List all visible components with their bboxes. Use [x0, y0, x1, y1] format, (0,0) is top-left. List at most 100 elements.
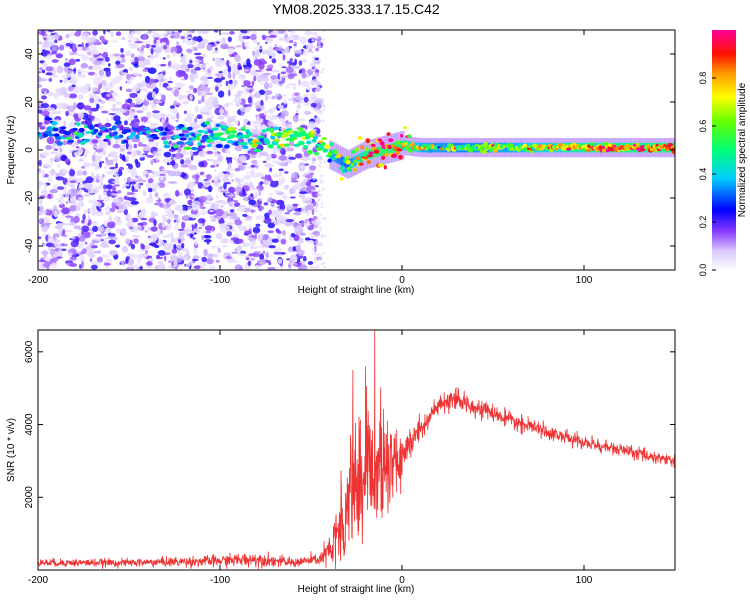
spectrogram-cell: [307, 156, 311, 160]
spectrogram-cell: [79, 255, 86, 259]
spectrogram-cell: [38, 236, 42, 240]
spectrogram-cell: [198, 218, 206, 224]
spectrogram-cell: [139, 157, 145, 161]
spectrogram-ridge-cell: [394, 151, 400, 156]
spectrogram-band: [331, 151, 334, 161]
spectrogram-cell: [285, 203, 294, 211]
spectrogram-cell: [40, 103, 50, 109]
spectrogram-cell: [80, 63, 89, 69]
spectrogram-ridge-cell: [181, 130, 190, 134]
spectrogram-cell: [247, 260, 252, 266]
spectrogram-cell: [280, 94, 288, 97]
spectrogram-cell: [254, 49, 261, 57]
spectrogram-cell: [124, 177, 127, 184]
spectrogram-cell: [204, 72, 214, 77]
spectrogram-cell: [145, 265, 150, 268]
spectrogram-cell: [316, 242, 324, 247]
spectrogram-cell: [177, 145, 182, 153]
spectrogram-ridge-cell: [162, 140, 169, 145]
spectrogram-ridge-cell: [53, 133, 60, 137]
spectrogram-ridge-cell: [306, 140, 312, 145]
spectrogram-cell: [63, 120, 66, 127]
snr-x-tick-label: 100: [576, 575, 593, 586]
spectrogram-cell: [127, 197, 137, 202]
spectrogram-cell: [104, 210, 111, 216]
spectrogram-cell: [288, 83, 297, 86]
spectrogram-ridge-cell: [272, 126, 280, 131]
spectrogram-cell: [229, 212, 238, 220]
spectrogram-cell: [323, 234, 327, 238]
spectrogram-cell: [251, 245, 254, 249]
spectrogram-cell: [109, 151, 118, 158]
spectrogram-cell: [154, 37, 160, 40]
spectrogram-cell: [81, 166, 86, 169]
spectrogram-cell: [119, 166, 124, 171]
spectrogram-cell: [151, 187, 157, 193]
spectrogram-cell: [85, 42, 89, 48]
spectrogram-cell: [121, 37, 126, 41]
spectrogram-cell: [132, 264, 142, 268]
spectrogram-cell: [61, 169, 70, 174]
spectrogram-cell: [196, 35, 203, 43]
spectrogram-cell: [140, 217, 148, 221]
spectrogram-cell: [175, 152, 182, 160]
spectrogram-cell: [256, 235, 264, 241]
spectrogram-cell: [76, 30, 82, 35]
spectrogram-cell: [103, 30, 106, 35]
spectrogram-cell: [217, 154, 224, 162]
spectrogram-cell: [198, 161, 205, 168]
spectrogram-cell: [69, 52, 78, 55]
spectrogram-cell: [299, 194, 306, 200]
spectrogram-cell: [249, 89, 253, 94]
spectrogram-cell: [197, 100, 202, 104]
spectrogram-cell: [50, 168, 55, 176]
spectrogram-cell: [247, 150, 251, 154]
spectrogram-cell: [177, 251, 183, 258]
spectrogram-cell: [311, 235, 314, 238]
spectrogram-ridge-cell: [332, 156, 336, 161]
spectrogram-cell: [216, 164, 219, 167]
spectrogram-cell: [278, 161, 282, 166]
spectrogram-ridge-cell: [507, 143, 514, 148]
spectrogram-cell: [70, 216, 74, 223]
spectrogram-cell: [314, 208, 317, 211]
spectrogram-cell: [123, 201, 131, 205]
spectrogram-cell: [298, 264, 308, 270]
spectrogram-x-tick-label: 0: [399, 275, 405, 286]
spectrogram-cell: [38, 266, 46, 270]
spectrogram-cell: [320, 236, 324, 239]
spectrogram-cell: [213, 149, 218, 157]
spectrogram-cell: [284, 212, 290, 215]
spectrogram-cell: [274, 43, 278, 47]
spectrogram-cell: [302, 58, 307, 63]
spectrogram-cell: [220, 200, 228, 205]
spectrogram-ridge-cell: [111, 125, 117, 130]
spectrogram-cell: [279, 162, 288, 167]
spectrogram-ridge-cell: [124, 129, 131, 133]
spectrogram-ridge-cell: [269, 128, 275, 133]
spectrogram-cell: [159, 78, 165, 82]
spectrogram-cell: [107, 221, 116, 229]
spectrogram-cell: [115, 219, 123, 226]
spectrogram-cell: [65, 110, 69, 117]
spectrogram-cell: [220, 43, 229, 50]
spectrogram-cell: [133, 143, 137, 149]
spectrogram-cell: [145, 196, 154, 204]
spectrogram-cell: [112, 198, 119, 203]
spectrogram-cell: [314, 118, 321, 124]
spectrogram-cell: [318, 45, 322, 48]
spectrogram-cell: [313, 78, 318, 82]
spectrogram-band: [378, 146, 381, 157]
spectrogram-cell: [92, 60, 102, 66]
spectrogram-cell: [315, 155, 319, 158]
spectrogram-cell: [218, 223, 227, 230]
spectrogram-cell: [196, 213, 199, 218]
spectrogram-cell: [285, 46, 290, 53]
spectrogram-cell: [298, 79, 301, 86]
spectrogram-cell: [69, 76, 79, 85]
spectrogram-ridge-cell: [386, 132, 391, 136]
spectrogram-cell: [53, 32, 60, 40]
spectrogram-cell: [76, 169, 83, 176]
spectrogram-cell: [101, 80, 107, 86]
spectrogram-cell: [193, 46, 198, 52]
